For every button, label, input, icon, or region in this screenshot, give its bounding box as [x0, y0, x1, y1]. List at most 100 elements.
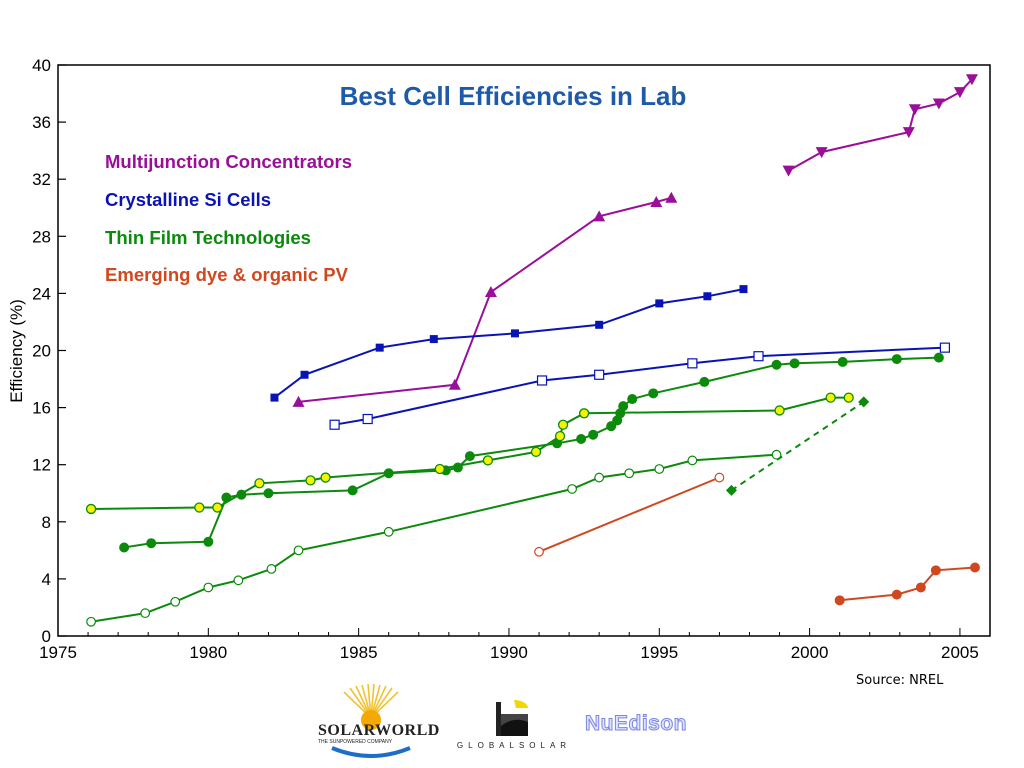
data-point: [725, 484, 737, 496]
data-point: [429, 335, 438, 344]
data-point: [362, 413, 373, 425]
data-point: [782, 165, 795, 177]
data-point: [593, 210, 606, 222]
data-point: [534, 546, 544, 557]
data-point: [825, 392, 836, 403]
nuedison-logo: NuEdison: [585, 712, 688, 736]
series-line: [538, 476, 720, 553]
source-note: Source: NREL: [856, 673, 944, 688]
data-point: [464, 451, 475, 462]
data-point: [203, 582, 214, 593]
chart-title: Best Cell Efficiencies in Lab: [340, 81, 687, 111]
y-tick-label: 8: [42, 513, 51, 532]
data-point: [891, 354, 902, 365]
data-point: [915, 582, 926, 593]
series-layer: [85, 74, 980, 627]
data-point: [293, 545, 304, 556]
data-point: [536, 375, 548, 386]
series-circle-filled: [119, 352, 944, 553]
axes-layer: 0 4 8 12 16 20 24 28 32 36 40 1975 1980 1985 1990 1995 2…: [32, 56, 991, 662]
data-point: [305, 475, 316, 486]
legend-entry-multijunction: Multijunction Concentrators: [105, 152, 352, 172]
data-point: [300, 370, 309, 379]
data-point: [554, 430, 566, 442]
data-point: [606, 421, 617, 432]
data-point: [834, 595, 845, 606]
data-point: [484, 285, 497, 297]
data-point: [771, 359, 782, 370]
data-point: [212, 502, 223, 513]
data-point: [665, 191, 678, 203]
solarworld-sun-icon: [331, 683, 411, 758]
plot-frame: [57, 64, 991, 637]
legend: Multijunction Concentrators Crystalline …: [105, 152, 352, 285]
data-point: [939, 342, 951, 353]
data-point: [774, 405, 785, 416]
data-point: [699, 376, 710, 387]
data-point: [347, 485, 358, 496]
x-tick-label: 2005: [941, 643, 979, 662]
series-circle-open: [534, 472, 725, 557]
solarworld-tagline: THE SUNPOWERED COMPANY: [318, 739, 393, 745]
data-point: [714, 472, 725, 483]
series-square-filled: [270, 285, 748, 402]
y-tick-label: 40: [32, 56, 51, 75]
x-tick-label: 1975: [39, 643, 77, 662]
data-point: [627, 394, 638, 405]
data-point: [329, 419, 340, 430]
data-point: [837, 356, 848, 367]
x-tick-label: 1990: [490, 643, 528, 662]
data-point: [902, 127, 915, 139]
series-diamond-filled: [725, 396, 870, 496]
legend-entry-thin-film: Thin Film Technologies: [105, 228, 311, 248]
data-point: [233, 575, 244, 586]
data-point: [578, 408, 590, 419]
data-point: [510, 329, 519, 338]
y-axis-label: Efficiency (%): [7, 299, 26, 403]
data-point: [146, 538, 157, 549]
series-circle-open: [86, 449, 782, 627]
data-point: [557, 419, 569, 430]
data-point: [266, 564, 277, 574]
data-point: [448, 378, 461, 390]
solarworld-logo: SOLARWORLD THE SUNPOWERED COMPANY: [312, 683, 439, 760]
series-square-open: [329, 342, 951, 430]
data-point: [140, 608, 151, 619]
globalsolar-emblem-icon: [496, 700, 528, 736]
legend-entry-emerging-pv: Emerging dye & organic PV: [105, 265, 348, 285]
y-tick-label: 4: [42, 570, 51, 589]
y-tick-label: 24: [32, 284, 51, 303]
data-point: [270, 393, 279, 402]
data-point: [530, 446, 542, 458]
y-tick-label: 20: [32, 342, 51, 361]
series-circle-filled: [834, 562, 980, 606]
data-point: [687, 358, 698, 369]
data-point: [482, 455, 494, 466]
solarworld-wordmark: SOLARWORLD: [318, 722, 440, 739]
data-point: [595, 320, 604, 329]
data-point: [771, 449, 782, 460]
data-point: [567, 484, 578, 494]
y-tick-label: 12: [32, 456, 51, 475]
y-tick-label: 0: [42, 627, 51, 646]
data-point: [648, 388, 659, 399]
data-point: [965, 74, 978, 86]
data-point: [655, 299, 664, 308]
data-point: [908, 104, 921, 116]
data-point: [687, 455, 698, 466]
data-point: [843, 392, 854, 403]
globalsolar-wordmark: GLOBALSOLAR: [456, 741, 572, 750]
data-point: [739, 285, 748, 294]
data-point: [576, 434, 587, 445]
data-point: [891, 589, 902, 600]
data-point: [624, 468, 635, 479]
data-point: [375, 343, 384, 352]
data-point: [933, 352, 944, 363]
data-point: [434, 463, 445, 475]
series-line: [730, 401, 865, 492]
x-tick-label: 1980: [189, 643, 227, 662]
data-point: [650, 196, 663, 208]
data-point: [594, 472, 605, 483]
data-point: [969, 562, 980, 573]
x-tick-label: 1985: [340, 643, 378, 662]
